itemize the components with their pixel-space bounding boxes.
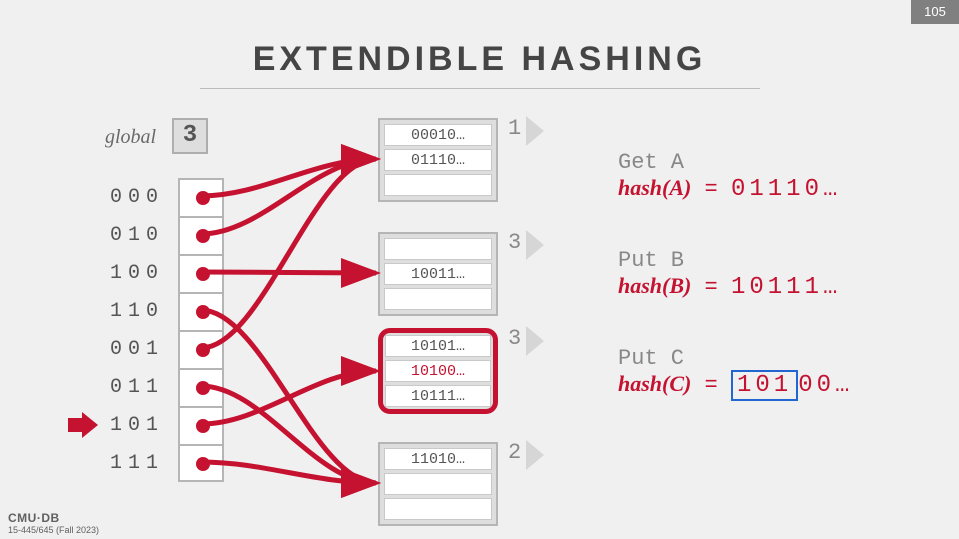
- bucket: 10011…: [378, 232, 498, 316]
- bucket: 10101… 10100… 10111…: [378, 328, 498, 414]
- pointer-edge: [201, 159, 376, 348]
- bucket: 11010…: [378, 442, 498, 526]
- title-rule: [200, 88, 760, 89]
- slot-dot-icon: [196, 381, 210, 395]
- directory-slot-label: 011: [110, 376, 164, 399]
- bucket-cell: 11010…: [384, 448, 492, 470]
- pointer-edge: [201, 386, 376, 483]
- directory-slot: [178, 292, 224, 330]
- slot-dot-icon: [196, 419, 210, 433]
- directory-slot: [178, 368, 224, 406]
- page-number: 105: [911, 0, 959, 24]
- slide-title: EXTENDIBLE HASHING: [0, 40, 959, 79]
- operation-entry: Put Chash(C) = 10100…: [618, 346, 853, 399]
- local-depth-label: 3: [508, 326, 521, 351]
- op-hash-fn: hash(C): [618, 371, 691, 396]
- bucket-cell: 10011…: [384, 263, 492, 285]
- directory-slot: [178, 216, 224, 254]
- local-depth-label: 3: [508, 230, 521, 255]
- directory-slot: [178, 406, 224, 444]
- depth-chevron-icon: [526, 326, 544, 356]
- slot-dot-icon: [196, 267, 210, 281]
- local-depth-label: 2: [508, 440, 521, 465]
- op-hash-line: hash(A) = 01110…: [618, 175, 841, 203]
- directory-slot-label: 111: [110, 452, 164, 475]
- global-depth-box: 3: [172, 118, 208, 154]
- op-hash-prefix-box: 101: [731, 370, 798, 401]
- slot-dot-icon: [196, 191, 210, 205]
- directory-slot-label: 010: [110, 224, 164, 247]
- bucket-cell: [384, 288, 492, 310]
- op-hash-value: 01110…: [731, 176, 841, 203]
- bucket-cell: [384, 174, 492, 196]
- global-label: global: [105, 126, 156, 149]
- slot-dot-icon: [196, 343, 210, 357]
- op-equals: =: [691, 275, 731, 300]
- op-hash-suffix: 00…: [798, 372, 853, 399]
- depth-chevron-icon: [526, 440, 544, 470]
- pointer-edge: [201, 462, 376, 483]
- operation-entry: Get Ahash(A) = 01110…: [618, 150, 841, 203]
- op-hash-fn: hash(B): [618, 273, 691, 298]
- bucket-cell: 10111…: [385, 385, 491, 407]
- footer-logo: CMU·DB: [8, 511, 99, 525]
- op-name: Put B: [618, 248, 841, 273]
- directory-slot-label: 101: [110, 414, 164, 437]
- slot-dot-icon: [196, 229, 210, 243]
- directory-slot: [178, 330, 224, 368]
- op-hash-value: 10111…: [731, 274, 841, 301]
- bucket-cell: [384, 498, 492, 520]
- directory-slot-label: 100: [110, 262, 164, 285]
- pointer-edge: [201, 371, 376, 424]
- bucket-cell: 10100…: [385, 360, 491, 382]
- op-name: Get A: [618, 150, 841, 175]
- bucket-cell: 01110…: [384, 149, 492, 171]
- bucket-cell: 10101…: [385, 335, 491, 357]
- depth-chevron-icon: [526, 230, 544, 260]
- slot-dot-icon: [196, 305, 210, 319]
- pointer-edge: [201, 272, 376, 273]
- footer: CMU·DB 15-445/645 (Fall 2023): [8, 511, 99, 535]
- op-equals: =: [691, 177, 731, 202]
- directory-slot: [178, 178, 224, 216]
- bucket-cell: [384, 473, 492, 495]
- depth-chevron-icon: [526, 116, 544, 146]
- operation-entry: Put Bhash(B) = 10111…: [618, 248, 841, 301]
- slot-dot-icon: [196, 457, 210, 471]
- footer-course: 15-445/645 (Fall 2023): [8, 525, 99, 535]
- pointer-edge: [201, 159, 376, 234]
- bucket-cell: [384, 238, 492, 260]
- op-hash-line: hash(C) = 10100…: [618, 371, 853, 399]
- pointer-edge: [201, 310, 376, 483]
- op-name: Put C: [618, 346, 853, 371]
- op-equals: =: [691, 373, 731, 398]
- directory-slot-label: 000: [110, 186, 164, 209]
- op-hash-fn: hash(A): [618, 175, 691, 200]
- bucket: 00010… 01110…: [378, 118, 498, 202]
- directory-slot: [178, 444, 224, 482]
- pointer-edge: [201, 159, 376, 196]
- directory-column: [178, 178, 224, 482]
- directory-slot-label: 110: [110, 300, 164, 323]
- directory-slot: [178, 254, 224, 292]
- op-hash-line: hash(B) = 10111…: [618, 273, 841, 301]
- bucket-cell: 00010…: [384, 124, 492, 146]
- directory-slot-label: 001: [110, 338, 164, 361]
- local-depth-label: 1: [508, 116, 521, 141]
